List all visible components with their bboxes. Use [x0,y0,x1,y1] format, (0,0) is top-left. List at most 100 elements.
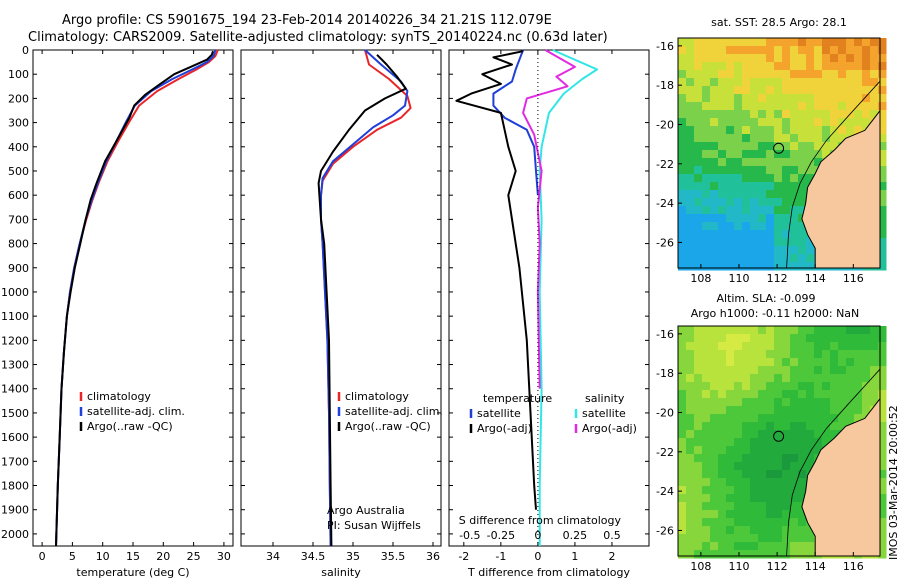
sst_map-cell [798,102,807,111]
sla_map-cell [758,470,767,479]
sla_map-cell [686,470,695,479]
sst_map-cell [694,254,703,263]
sst_map-cell [806,62,815,71]
sst_map-cell [766,102,775,111]
sla_map-cell [702,326,711,335]
sla_map-cell [726,422,735,431]
sla_map-cell [734,486,743,495]
sst_map-cell [822,102,831,111]
sst_map-cell [782,222,791,231]
sla_map-cell [774,486,783,495]
sla_map-cell [694,430,703,439]
sla_map-cell [806,438,815,447]
sst_map-cell [686,254,695,263]
sla_map-cell [702,374,711,383]
sst_map-cell [814,118,823,127]
sla_map-cell [846,414,855,423]
sla_map-cell [718,414,727,423]
sla_map-cell [878,486,887,495]
sst_map-cell [782,166,791,175]
sst_map-cell [782,238,791,247]
sla_map-cell [694,462,703,471]
depth-tick-label: 1200 [1,334,29,347]
sst_map-cell [878,222,887,231]
sla_map-cell [878,398,887,407]
sla_map-cell [726,342,735,351]
sst_map-cell [758,110,767,119]
sst_map-cell [686,126,695,135]
sla_map-cell [806,414,815,423]
sla_map-cell [686,374,695,383]
sst_map-cell [734,110,743,119]
sla_map-cell [718,518,727,527]
sst_map-cell [782,206,791,215]
sla_map-cell [798,494,807,503]
sst_map-cell [686,222,695,231]
sst_map-cell [806,142,815,151]
sst_map-cell [798,70,807,79]
sla_map-cell [798,366,807,375]
sla_map-xtick-label: 114 [805,560,826,573]
sla_map-cell [718,326,727,335]
sst_map-cell [790,38,799,47]
sla_map-cell [862,334,871,343]
sla_map-cell [862,358,871,367]
sla_map-cell [742,470,751,479]
sst_map-cell [750,86,759,95]
sla_map-cell [758,534,767,543]
sla_map-cell [694,454,703,463]
sla_map-cell [686,406,695,415]
sst_map-cell [726,126,735,135]
sla_map-cell [830,326,839,335]
sla_map-cell [710,462,719,471]
sst_map-cell [774,158,783,167]
sst_map-cell [774,38,783,47]
sst_map-cell [742,174,751,183]
sst_map-cell [782,70,791,79]
sst_map-cell [678,70,687,79]
sla_map-cell [766,502,775,511]
sla_map-cell [734,542,743,551]
sst_map-cell [718,230,727,239]
sla_map-cell [694,382,703,391]
sst_map-xtick-label: 114 [805,272,826,285]
sst_map-cell [758,174,767,183]
sla_map-cell [814,414,823,423]
sst_map-cell [838,86,847,95]
sla_map-cell [838,398,847,407]
sla_map-cell [742,414,751,423]
sla_map-cell [870,326,879,335]
sst_map-cell [862,118,871,127]
salinity-legend-label: Argo(..raw -QC) [345,420,431,433]
sst_map-cell [774,174,783,183]
sla_map-cell [870,350,879,359]
sst_map-cell [790,150,799,159]
sla_map-cell [718,390,727,399]
sla_map-cell [686,342,695,351]
sla_map-cell [758,350,767,359]
salinity-legend-label: climatology [345,390,409,403]
sst_map-cell [726,110,735,119]
salinity-annotation-line-2: PI: Susan Wijffels [327,519,421,532]
sla_map-cell [742,494,751,503]
sla_map-cell [726,470,735,479]
depth-tick-label: 900 [8,262,29,275]
sst_map-cell [758,86,767,95]
sla_map-cell [742,342,751,351]
sst_map-cell [814,134,823,143]
sst_map-cell [798,118,807,127]
sst_map-cell [742,54,751,63]
sla_map-cell [790,462,799,471]
sla_map-cell [878,430,887,439]
sst_map-cell [790,158,799,167]
sla_map-cell [878,462,887,471]
sst_map-cell [750,62,759,71]
sst_map-cell [702,118,711,127]
sla_map-cell [718,446,727,455]
sst_map-cell [830,62,839,71]
sst_map-cell [782,198,791,207]
sst_map-cell [702,174,711,183]
sla_map-cell [726,454,735,463]
salinity-xtick-label: 34.5 [301,550,326,563]
sst_map-cell [726,182,735,191]
